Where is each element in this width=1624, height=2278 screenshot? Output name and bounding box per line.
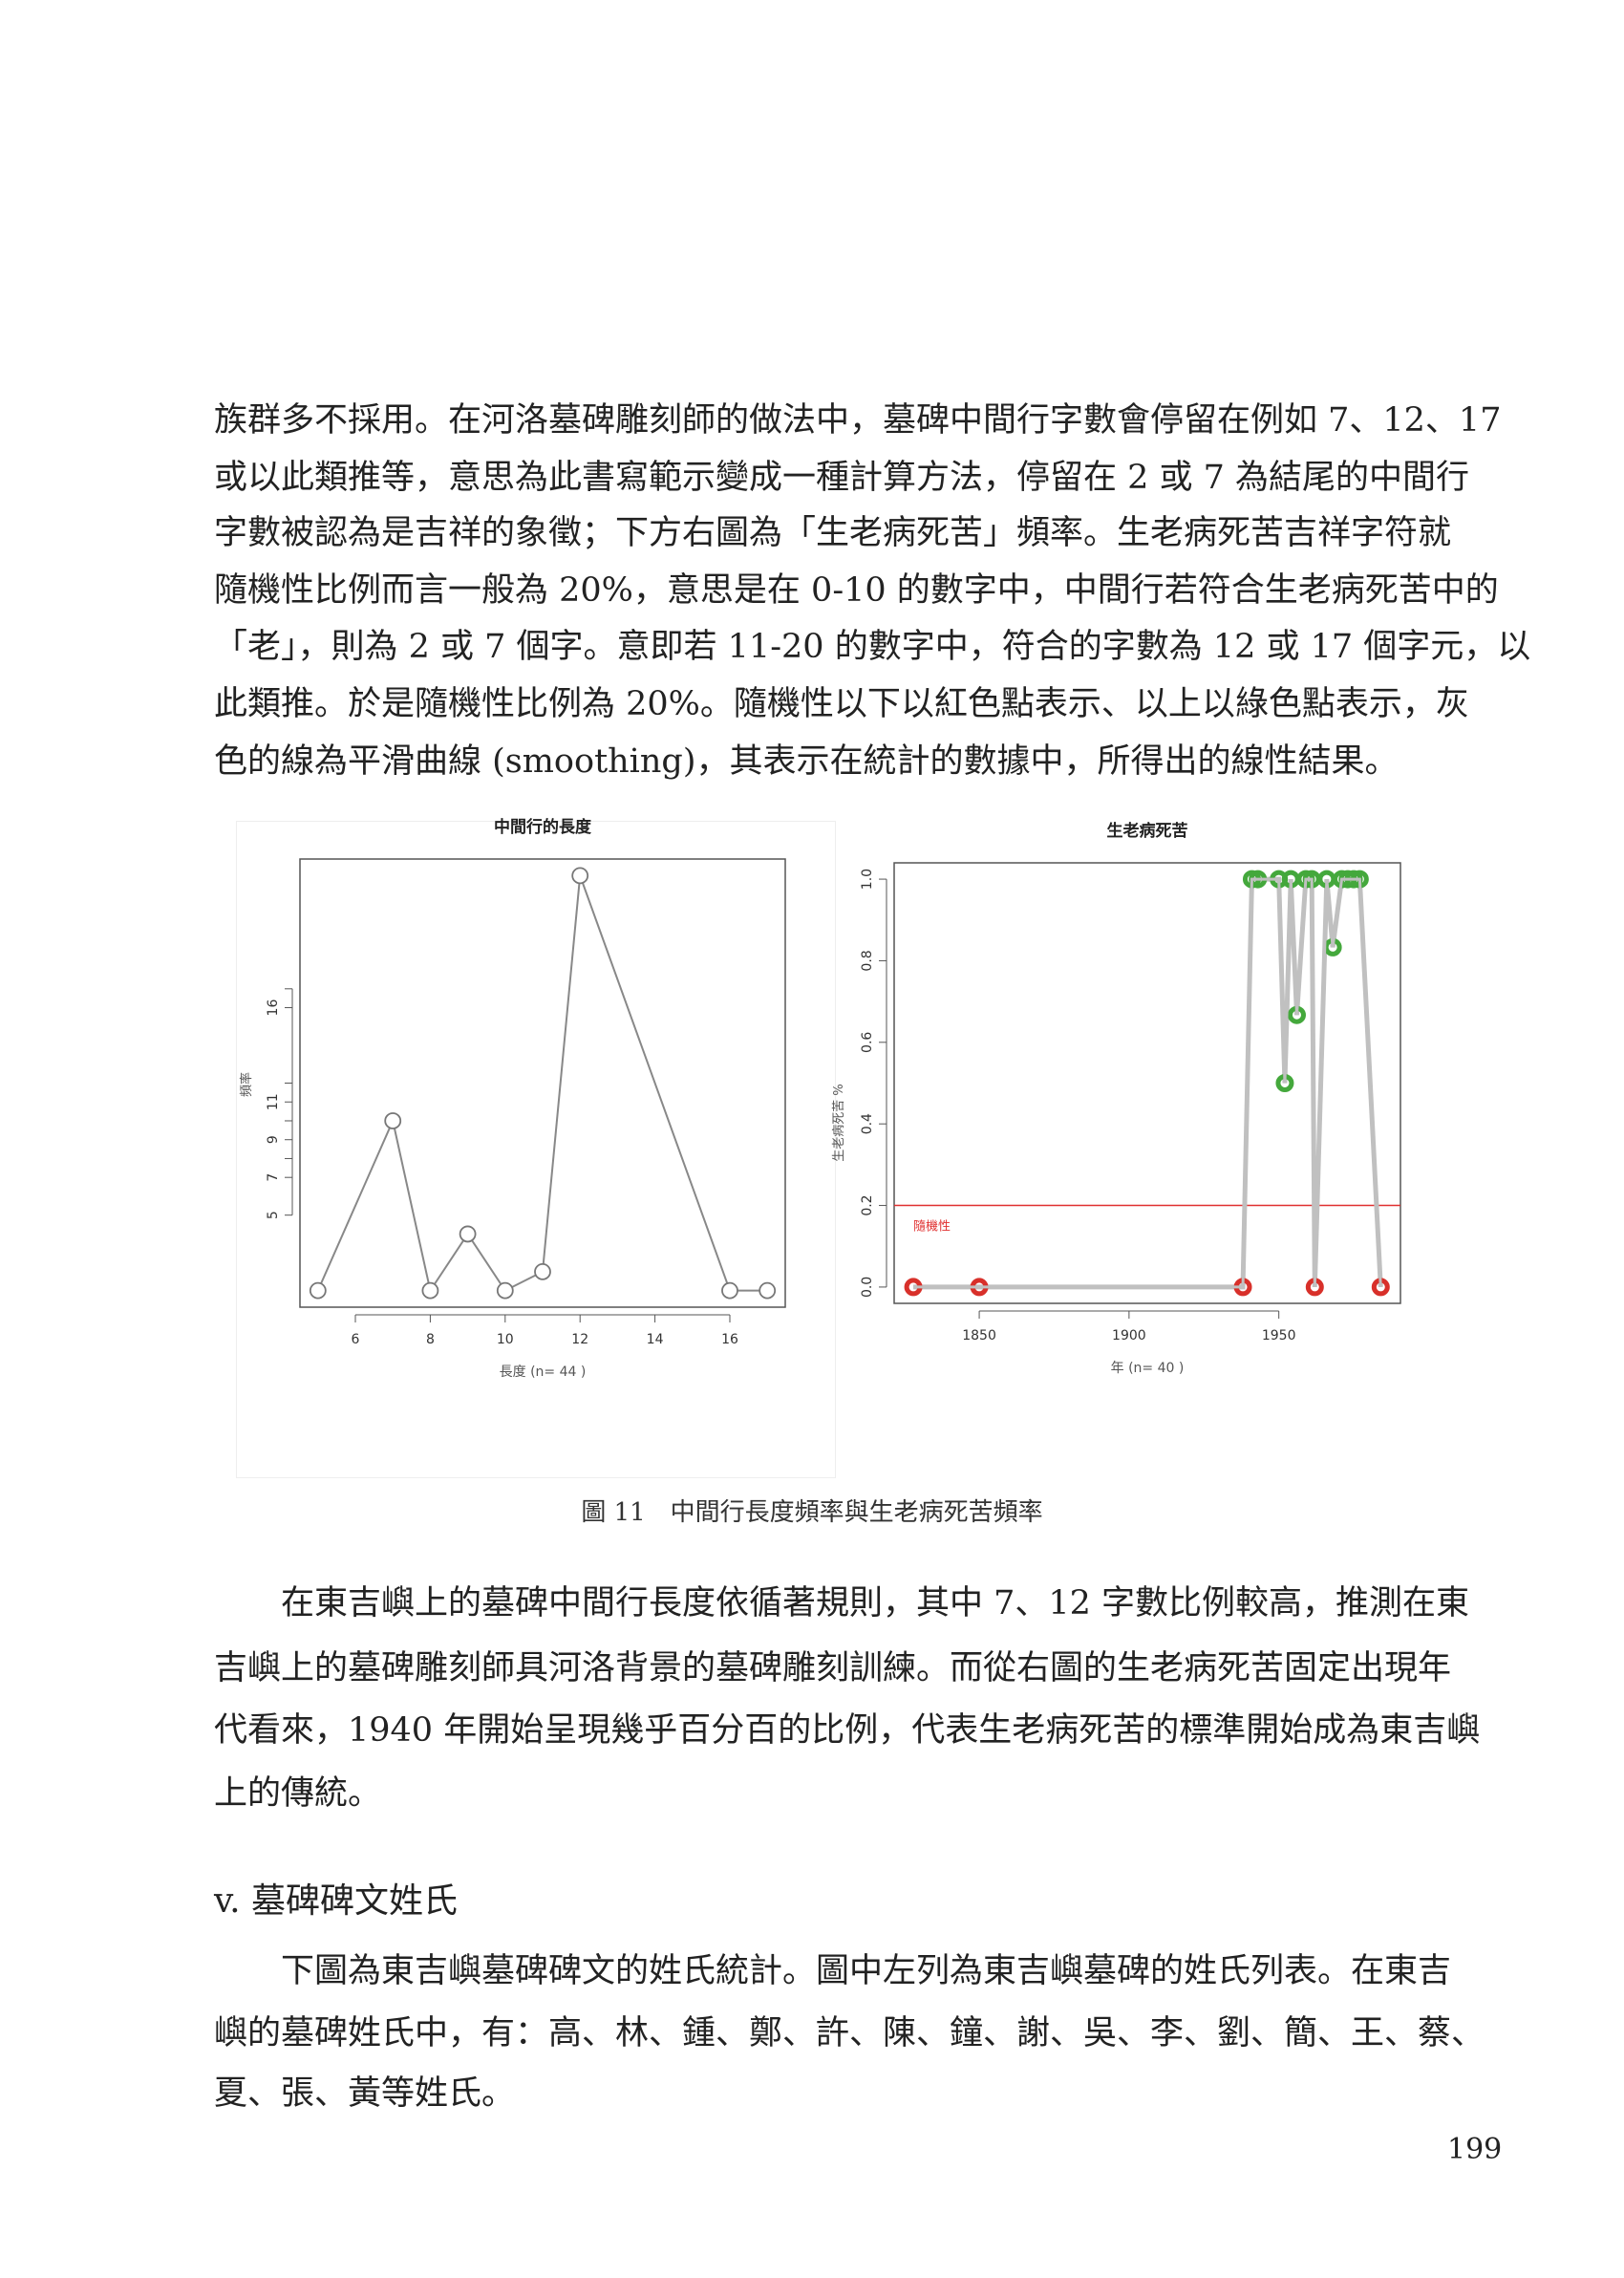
- y-axis-label: 頻率: [239, 1072, 254, 1097]
- text-line: 夏、張、黃等姓氏。: [214, 2074, 516, 2113]
- x-tick-label: 10: [497, 1332, 514, 1347]
- x-tick-label: 8: [426, 1332, 435, 1347]
- text-line: 隨機性比例而言一般為 20%，意思是在 0-10 的數字中，中間行若符合生老病死…: [214, 571, 1499, 610]
- y-tick-label: 0.8: [860, 950, 875, 971]
- text-line: 上的傳統。: [214, 1774, 382, 1813]
- section-heading: v. 墓碑碑文姓氏: [214, 1881, 458, 1921]
- data-point: [534, 1262, 551, 1280]
- x-tick-label: 1950: [1262, 1328, 1296, 1343]
- data-point: [759, 1281, 777, 1300]
- y-tick-label: 0.2: [860, 1194, 875, 1215]
- y-axis-label: 生老病死苦 %: [831, 1084, 846, 1162]
- x-axis-label: 年 (n= 40 ): [1111, 1361, 1185, 1376]
- y-tick-label: 0.4: [860, 1113, 875, 1134]
- text-line: 字數被認為是吉祥的象徵；下方右圖為「生老病死苦」頻率。生老病死苦吉祥字符就: [214, 514, 1452, 552]
- data-point: [421, 1281, 439, 1300]
- y-tick-label: 0.0: [860, 1277, 875, 1298]
- y-tick-label: 0.6: [860, 1032, 875, 1053]
- text-line: 或以此類推等，意思為此書寫範示變成一種計算方法，停留在 2 或 7 為結尾的中間…: [214, 459, 1470, 497]
- text-line: 「老」，則為 2 或 7 個字。意即若 11-20 的數字中，符合的字數為 12…: [214, 628, 1531, 666]
- series-line: [913, 876, 1383, 1290]
- y-tick-label: 16: [266, 999, 281, 1017]
- data-point: [459, 1225, 477, 1243]
- y-tick-label: 5: [266, 1211, 281, 1219]
- chart-title: 生老病死苦: [1107, 821, 1188, 841]
- text-line: 下圖為東吉嶼墓碑碑文的姓氏統計。圖中左列為東吉嶼墓碑的姓氏列表。在東吉: [214, 1952, 1452, 1990]
- y-tick-label: 11: [266, 1093, 281, 1110]
- data-point: [309, 1281, 327, 1300]
- text-line: 在東吉嶼上的墓碑中間行長度依循著規則，其中 7、12 字數比例較高，推測在東: [214, 1584, 1470, 1623]
- y-tick-label: 7: [266, 1173, 281, 1182]
- text-line: 此類推。於是隨機性比例為 20%。隨機性以下以紅色點表示、以上以綠色點表示，灰: [214, 685, 1469, 723]
- x-axis-label: 長度 (n= 44 ): [500, 1365, 587, 1380]
- y-tick-label: 1.0: [860, 869, 875, 890]
- data-point: [384, 1112, 402, 1129]
- x-tick-label: 16: [721, 1332, 738, 1347]
- figure-panel-left: [236, 821, 836, 1478]
- text-line: 族群多不採用。在河洛墓碑雕刻師的做法中，墓碑中間行字數會停留在例如 7、12、1…: [214, 401, 1502, 440]
- text-line: 吉嶼上的墓碑雕刻師具河洛背景的墓碑雕刻訓練。而從右圖的生老病死苦固定出現年: [214, 1649, 1452, 1687]
- data-point: [721, 1281, 738, 1300]
- y-tick-label: 9: [266, 1135, 281, 1144]
- text-line: 嶼的墓碑姓氏中，有：高、林、鍾、鄭、許、陳、鐘、謝、吳、李、劉、簡、王、蔡、: [214, 2014, 1485, 2052]
- plot-frame: [893, 862, 1401, 1304]
- chart-title: 中間行的長度: [494, 817, 592, 837]
- reference-line-label: 隨機性: [913, 1220, 951, 1235]
- figure-caption: 圖 11 中間行長度頻率與生老病死苦頻率: [581, 1498, 1043, 1527]
- x-tick-label: 1850: [962, 1328, 996, 1343]
- x-tick-label: 6: [352, 1332, 360, 1347]
- text-line: 代看來，1940 年開始呈現幾乎百分百的比例，代表生老病死苦的標準開始成為東吉嶼: [214, 1711, 1481, 1750]
- data-point: [496, 1281, 514, 1300]
- x-tick-label: 1900: [1112, 1328, 1146, 1343]
- data-point: [571, 867, 589, 885]
- x-tick-label: 14: [647, 1332, 664, 1347]
- series-line-overlay: [913, 877, 1382, 1289]
- text-line: 色的線為平滑曲線 (smoothing)，其表示在統計的數據中，所得出的線性結果…: [214, 742, 1399, 781]
- x-tick-label: 12: [571, 1332, 588, 1347]
- page-number: 199: [1447, 2133, 1503, 2166]
- plot-frame: [299, 858, 786, 1308]
